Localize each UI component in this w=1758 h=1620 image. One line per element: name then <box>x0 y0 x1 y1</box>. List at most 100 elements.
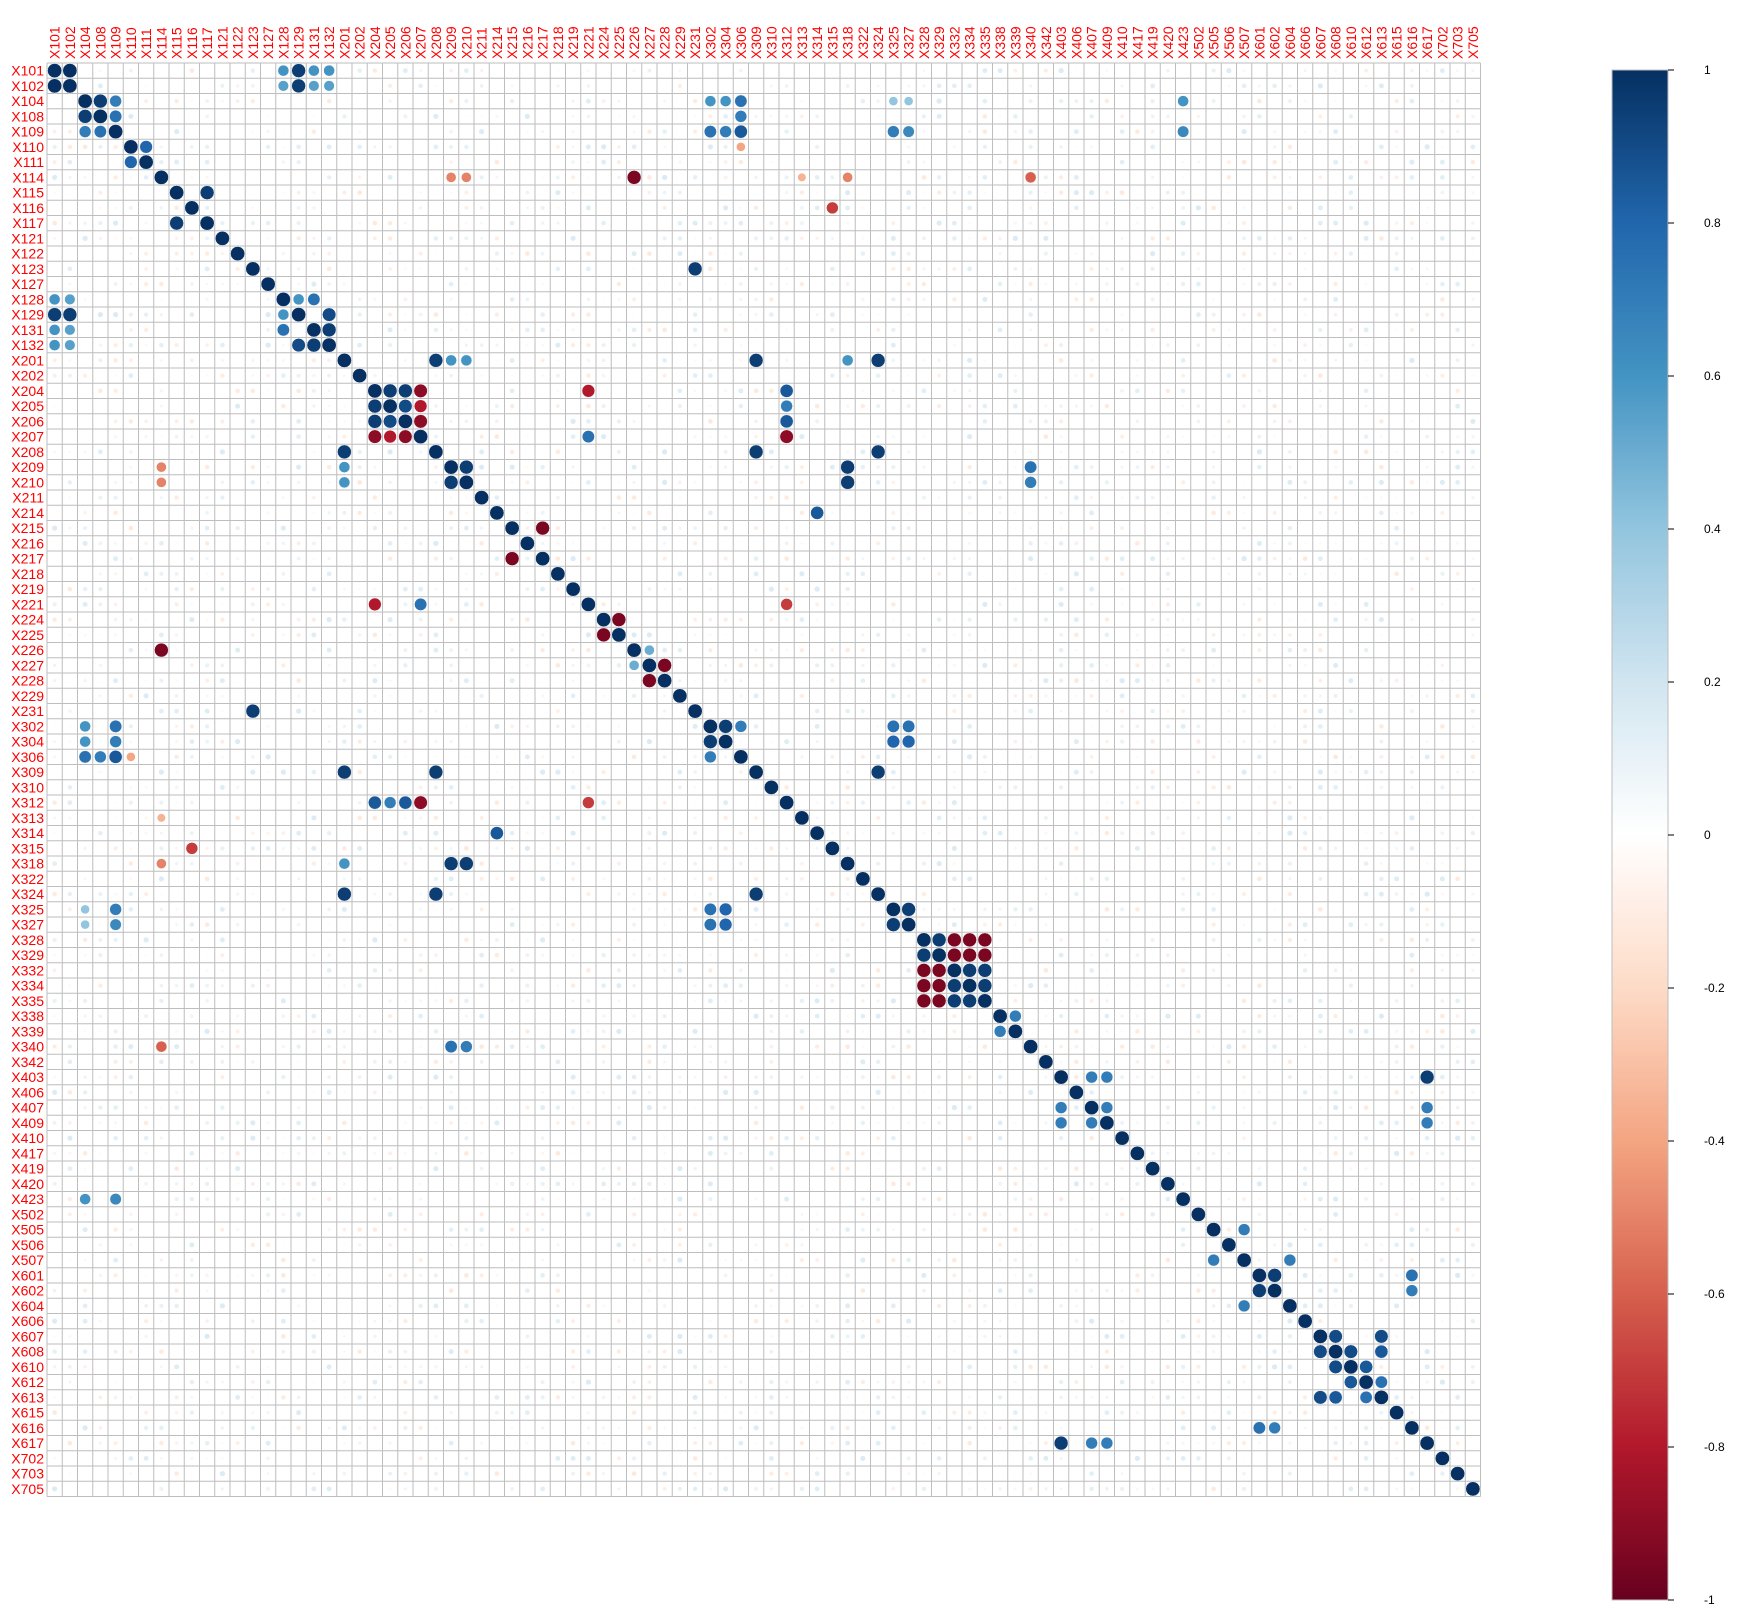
corr-cell-X304-X115 <box>175 740 178 743</box>
corr-cell-X702-X210 <box>464 1456 468 1460</box>
corr-cell-X208-X419 <box>1151 450 1154 453</box>
corr-cell-X505-X109 <box>113 1227 118 1232</box>
corr-cell-X328-X617 <box>1425 938 1429 942</box>
corr-cell-X409-X102 <box>68 1121 72 1125</box>
corr-cell-X407-X218 <box>555 1105 560 1110</box>
corr-cell-X102-X210 <box>465 85 467 87</box>
corr-cell-X420-X219 <box>571 1182 575 1186</box>
corr-cell-X131-X506 <box>1227 328 1230 331</box>
corr-cell-X409-X127 <box>267 1121 270 1124</box>
corr-cell-X409-X210 <box>465 1121 468 1124</box>
corr-cell-X215-X216 <box>525 526 529 530</box>
corr-cell-X334-X114 <box>159 984 163 988</box>
corr-cell-X306-X407 <box>1090 755 1094 759</box>
corr-cell-X339-X219 <box>571 1029 576 1034</box>
corr-cell-X313-X202 <box>357 815 362 820</box>
corr-cell-X108-X610 <box>1349 114 1354 119</box>
corr-cell-X407-X129 <box>297 1106 301 1110</box>
corr-cell-X201-X206 <box>404 359 407 362</box>
corr-cell-X338-X322 <box>860 1014 865 1019</box>
corr-cell-X304-X218 <box>557 741 559 743</box>
corr-cell-X104-X606 <box>1304 100 1307 103</box>
corr-cell-X332-X313 <box>801 969 803 971</box>
corr-cell-X101-X406 <box>1075 70 1077 72</box>
corr-cell-X227-X228 <box>658 658 672 672</box>
corr-cell-X208-X116 <box>190 450 193 453</box>
corr-cell-X615-X306 <box>739 1410 743 1414</box>
corr-cell-X339-X121 <box>221 1030 224 1033</box>
corr-cell-X420-X420 <box>1161 1177 1175 1191</box>
corr-cell-X339-X123 <box>252 1030 254 1032</box>
corr-cell-X506-X302 <box>708 1242 713 1247</box>
corr-cell-X225-X128 <box>282 633 285 636</box>
corr-cell-X601-X217 <box>540 1273 545 1278</box>
corr-cell-X601-X703 <box>1455 1273 1461 1279</box>
corr-cell-X342-X505 <box>1212 1061 1214 1063</box>
corr-cell-X110-X129 <box>296 144 301 149</box>
corr-cell-X110-X210 <box>464 144 469 149</box>
corr-cell-X340-X104 <box>84 1046 86 1048</box>
corr-cell-X110-X101 <box>52 145 57 150</box>
corr-cell-X616-X127 <box>267 1427 269 1429</box>
corr-cell-X123-X208 <box>435 268 437 270</box>
corr-cell-X201-X324 <box>871 353 885 367</box>
corr-cell-X419-X102 <box>67 1166 72 1171</box>
corr-cell-X312-X332 <box>952 800 957 805</box>
corr-cell-X208-X604 <box>1288 450 1292 454</box>
corr-cell-X102-X419 <box>1150 83 1155 88</box>
corr-cell-X602-X128 <box>281 1288 286 1293</box>
corr-cell-X121-X506 <box>1228 238 1230 240</box>
corr-cell-X211-X506 <box>1228 497 1230 499</box>
corr-cell-X505-X101 <box>54 1229 55 1230</box>
corr-cell-X217-X322 <box>861 557 865 561</box>
corr-cell-X227-X417 <box>1135 663 1140 668</box>
corr-cell-X127-X121 <box>221 283 224 286</box>
corr-cell-X403-X327 <box>906 1075 911 1080</box>
corr-cell-X410-X607 <box>1319 1137 1321 1139</box>
corr-cell-X407-X612 <box>1364 1105 1369 1110</box>
corr-cell-X410-X306 <box>740 1137 743 1140</box>
corr-cell-X335-X102 <box>68 999 71 1002</box>
corr-cell-X127-X342 <box>1044 283 1047 286</box>
corr-cell-X205-X322 <box>861 404 866 409</box>
corr-cell-X507-X218 <box>557 1259 559 1261</box>
corr-cell-X327-X117 <box>205 922 210 927</box>
corr-cell-X115-X409 <box>1105 190 1109 194</box>
corr-cell-X207-X312 <box>780 430 794 444</box>
corr-cell-X610-X327 <box>907 1365 911 1369</box>
corr-cell-X228-X505 <box>1211 678 1216 683</box>
corr-cell-X226-X131 <box>313 649 316 652</box>
corr-cell-X202-X209 <box>449 374 453 378</box>
corr-cell-X613-X224 <box>602 1395 606 1399</box>
corr-cell-X615-X335 <box>983 1411 987 1415</box>
corr-cell-X214-X214 <box>490 506 504 520</box>
corr-cell-X339-X322 <box>861 1030 864 1033</box>
corr-cell-X109-X202 <box>358 130 361 133</box>
corr-cell-X419-X612 <box>1364 1167 1367 1170</box>
corr-cell-X129-X324 <box>877 313 880 316</box>
corr-cell-X703-X114 <box>160 1473 162 1475</box>
corr-cell-X128-X403 <box>1060 298 1062 300</box>
corr-cell-X201-X325 <box>891 358 895 362</box>
corr-cell-X129-X231 <box>693 312 698 317</box>
corr-cell-X327-X505 <box>1211 922 1216 927</box>
corr-cell-X616-X207 <box>418 1426 423 1431</box>
corr-cell-X328-X318 <box>846 938 850 942</box>
corr-cell-X115-X218 <box>555 190 560 195</box>
corr-cell-X613-X409 <box>1105 1396 1109 1400</box>
corr-cell-X225-X313 <box>800 633 803 636</box>
corr-cell-X224-X329 <box>937 617 942 622</box>
corr-cell-X216-X608 <box>1334 542 1337 545</box>
corr-cell-X313-X122 <box>235 815 240 820</box>
corr-cell-X613-X612 <box>1360 1391 1372 1403</box>
corr-cell-X332-X505 <box>1212 968 1216 972</box>
corr-cell-X205-X132 <box>328 405 331 408</box>
corr-cell-X417-X302 <box>708 1151 713 1156</box>
corr-cell-X210-X334 <box>968 480 972 484</box>
corr-cell-X502-X334 <box>968 1212 972 1216</box>
corr-cell-X328-X334 <box>963 933 977 947</box>
corr-cell-X218-X339 <box>1014 573 1016 575</box>
corr-cell-X702-X702 <box>1435 1451 1449 1465</box>
corr-cell-X403-X306 <box>740 1076 742 1078</box>
corr-cell-X332-X327 <box>906 968 911 973</box>
